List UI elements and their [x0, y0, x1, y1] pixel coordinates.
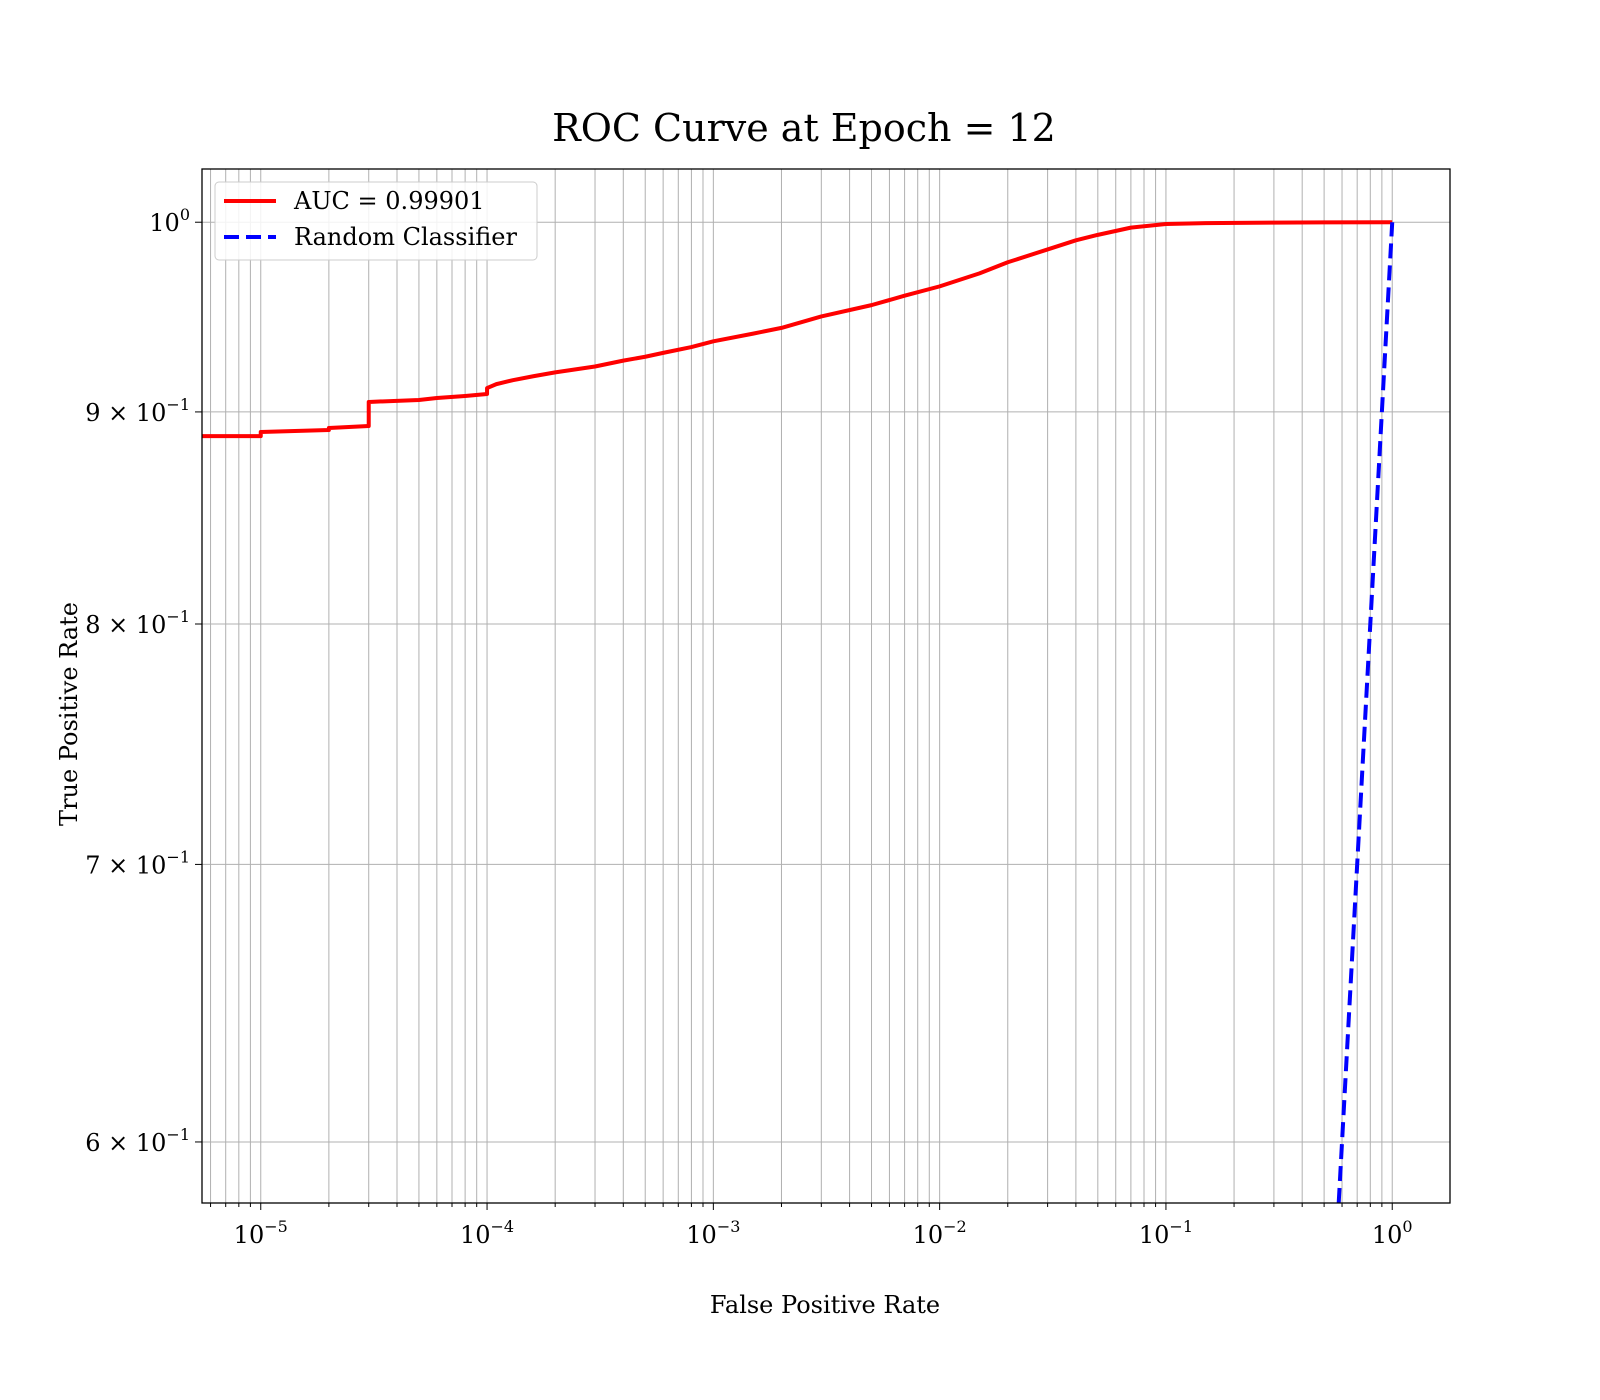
plot-frame: [201, 168, 1451, 1204]
y-axis-ticks: 100 9 × 10−1 8 × 10−1 7 × 10−1 6 × 10−1: [85, 205, 202, 1157]
y-tick-label: 7 × 10−1: [85, 847, 190, 879]
random-classifier-line: [1336, 222, 1395, 1204]
x-tick-label: 10−2: [913, 1217, 967, 1249]
x-tick-label: 10−5: [234, 1217, 288, 1249]
legend-label: Random Classifier: [294, 223, 517, 251]
x-axis-ticks: 10−5 10−4 10−3 10−2 10−1 100: [210, 1203, 1413, 1249]
x-axis-label: False Positive Rate: [710, 1291, 940, 1319]
x-tick-label: 10−1: [1139, 1217, 1193, 1249]
y-tick-label: 8 × 10−1: [85, 607, 190, 639]
plot-area: [202, 220, 1395, 1204]
y-tick-label: 100: [149, 205, 190, 237]
y-axis-label: True Positive Rate: [55, 602, 83, 826]
chart-title: ROC Curve at Epoch = 12: [552, 106, 1056, 150]
roc-curve-line: [202, 220, 1393, 439]
x-tick-label: 10−3: [686, 1217, 740, 1249]
grid-lines: [202, 169, 1450, 1203]
x-tick-label: 100: [1372, 1217, 1413, 1249]
x-tick-label: 10−4: [460, 1217, 514, 1249]
y-tick-label: 6 × 10−1: [85, 1125, 190, 1157]
legend-label: AUC = 0.99901: [293, 187, 485, 215]
y-tick-label: 9 × 10−1: [85, 395, 190, 427]
legend: AUC = 0.99901 Random Classifier: [214, 181, 538, 261]
legend-box: [214, 181, 538, 261]
